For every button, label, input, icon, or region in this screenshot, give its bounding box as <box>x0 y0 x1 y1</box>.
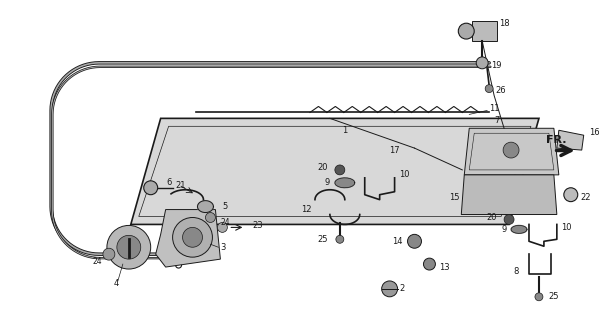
Text: 8: 8 <box>514 267 519 276</box>
Text: 5: 5 <box>222 202 228 211</box>
Text: 25: 25 <box>549 292 560 301</box>
Text: 17: 17 <box>389 146 400 155</box>
Circle shape <box>144 181 158 195</box>
Polygon shape <box>461 175 557 214</box>
Circle shape <box>117 235 141 259</box>
Polygon shape <box>156 210 221 267</box>
Circle shape <box>423 258 436 270</box>
Text: 19: 19 <box>491 61 502 70</box>
Text: 15: 15 <box>449 193 459 202</box>
Circle shape <box>458 23 474 39</box>
Text: 11: 11 <box>489 104 500 113</box>
Text: 23: 23 <box>252 221 263 230</box>
Text: 13: 13 <box>439 263 450 272</box>
Text: 16: 16 <box>589 128 599 137</box>
Polygon shape <box>472 21 497 41</box>
Text: 9: 9 <box>502 225 507 234</box>
Text: FR.: FR. <box>546 134 566 145</box>
Circle shape <box>382 281 398 297</box>
Circle shape <box>335 165 345 175</box>
Circle shape <box>476 57 488 69</box>
Polygon shape <box>464 128 559 175</box>
Text: 7: 7 <box>494 116 500 125</box>
Text: 20: 20 <box>486 213 497 222</box>
Polygon shape <box>197 201 213 212</box>
Text: 24: 24 <box>92 257 102 266</box>
Text: 6: 6 <box>166 178 171 187</box>
Circle shape <box>103 248 115 260</box>
Circle shape <box>564 188 578 202</box>
Text: 10: 10 <box>561 223 571 232</box>
Circle shape <box>205 212 216 222</box>
Text: 20: 20 <box>317 164 328 172</box>
Text: 2: 2 <box>400 284 405 293</box>
Text: 12: 12 <box>301 205 312 214</box>
Text: 25: 25 <box>317 235 328 244</box>
Polygon shape <box>557 130 584 150</box>
Polygon shape <box>131 118 539 224</box>
Text: 1: 1 <box>342 126 348 135</box>
Text: 9: 9 <box>324 178 330 187</box>
Circle shape <box>408 234 422 248</box>
Text: 21: 21 <box>175 181 186 190</box>
Text: 14: 14 <box>392 237 403 246</box>
Text: 10: 10 <box>400 170 410 180</box>
Text: 24: 24 <box>221 218 230 227</box>
Text: 3: 3 <box>221 243 225 252</box>
Circle shape <box>504 214 514 224</box>
Circle shape <box>172 218 213 257</box>
Circle shape <box>503 142 519 158</box>
Circle shape <box>336 235 344 243</box>
Polygon shape <box>511 226 527 233</box>
Text: 22: 22 <box>580 193 591 202</box>
Circle shape <box>218 222 227 232</box>
Circle shape <box>107 225 151 269</box>
Text: 26: 26 <box>495 86 506 95</box>
Circle shape <box>485 85 493 92</box>
Polygon shape <box>335 178 355 188</box>
Circle shape <box>183 228 202 247</box>
Text: 4: 4 <box>113 279 119 288</box>
Circle shape <box>535 293 543 301</box>
Text: 18: 18 <box>499 19 510 28</box>
